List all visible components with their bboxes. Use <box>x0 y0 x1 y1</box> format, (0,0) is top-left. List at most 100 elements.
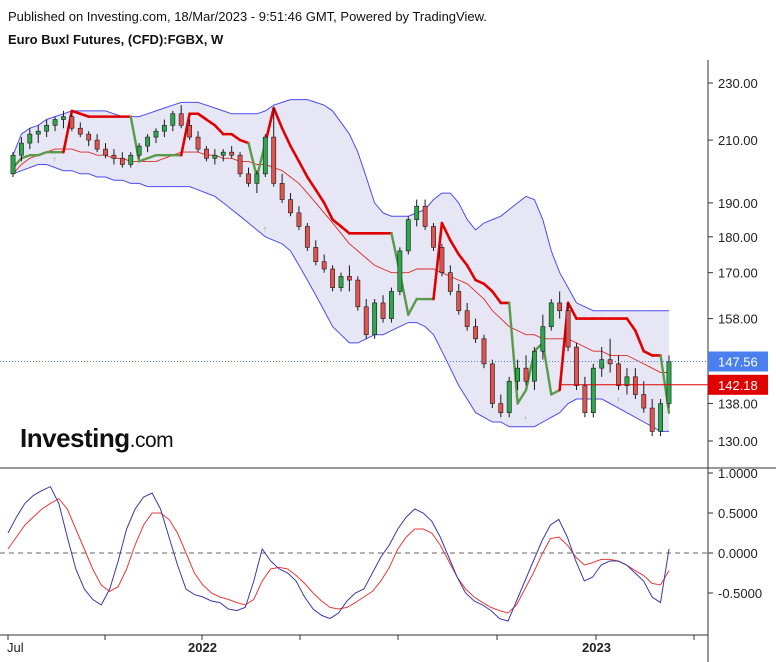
stop-line-segment <box>331 218 343 228</box>
chart-title: Euro Buxl Futures, (CFD):FGBX, W <box>8 32 224 47</box>
osc-tick-label: -0.5000 <box>718 586 762 601</box>
candle-body <box>641 394 647 409</box>
candle-body <box>607 359 613 365</box>
candle-body <box>10 154 16 175</box>
stop-line-segment <box>516 388 528 405</box>
stop-line-segment <box>407 297 418 316</box>
stop-line-segment <box>37 150 48 157</box>
candle-body <box>145 136 150 147</box>
stop-line-segment <box>314 188 326 205</box>
candle-body <box>422 205 428 227</box>
candle-body <box>35 130 41 135</box>
time-tick-label: 2022 <box>188 640 217 655</box>
price-tick-label: 138.00 <box>718 397 758 412</box>
candle-body <box>220 151 226 156</box>
stop-line-segment <box>482 282 494 293</box>
candle-body <box>532 350 537 382</box>
candle-body <box>296 212 302 227</box>
candle-body <box>187 125 193 138</box>
candle-body <box>481 338 487 365</box>
stop-line-segment <box>508 301 519 405</box>
stop-line-segment <box>642 349 654 357</box>
osc-tick-label: 0.5000 <box>718 506 758 521</box>
candle-body <box>330 268 335 288</box>
stop-line-segment <box>70 109 82 116</box>
candle-body <box>380 302 386 319</box>
price-tick-label: 180.00 <box>718 230 758 245</box>
osc-signal-line <box>7 497 670 614</box>
candle-body <box>321 261 327 270</box>
stop-line-segment <box>289 144 301 163</box>
stop-line-segment <box>272 106 284 130</box>
candle-body <box>548 302 554 327</box>
stop-marker: ↑ <box>406 312 410 319</box>
candle-body <box>355 279 361 308</box>
stop-line-segment <box>550 388 561 396</box>
candle-body <box>624 376 630 386</box>
last-price-tag <box>708 351 768 372</box>
stop-line-segment <box>137 157 149 163</box>
candle-body <box>658 403 663 432</box>
candle-body <box>304 226 310 248</box>
last-price-label: 147.56 <box>718 354 758 369</box>
candle-body <box>119 157 125 165</box>
candles <box>10 105 672 437</box>
stop-line-segment <box>432 221 444 301</box>
stop-line-segment <box>306 175 318 192</box>
stop-line-segment <box>196 112 208 121</box>
osc-main-line <box>7 485 670 622</box>
price-tags: 147.56 142.18 <box>0 351 768 395</box>
stop-marker: ↑ <box>617 397 621 404</box>
candle-body <box>616 363 621 386</box>
stop-line-segment <box>230 132 242 142</box>
stop-marker: ↑ <box>53 157 57 164</box>
candle-body <box>161 125 167 132</box>
candle-body <box>52 119 58 126</box>
candle-body <box>489 363 495 404</box>
candle-body <box>372 302 378 335</box>
stop-line-segment <box>566 301 578 320</box>
stop-line-segment <box>247 141 259 179</box>
candle-body <box>195 136 201 150</box>
time-tick-label: Jul <box>7 640 24 655</box>
candle-body <box>111 154 117 159</box>
investing-logo: Investing.com <box>20 423 174 453</box>
candle-body <box>86 133 92 141</box>
candle-body <box>506 380 512 413</box>
stop-line-segment <box>78 112 90 118</box>
candle-body <box>599 359 605 369</box>
stop-line-segment <box>457 253 469 267</box>
stop-line-segment <box>20 154 32 160</box>
band-fill <box>13 99 669 432</box>
candle-body <box>229 151 235 156</box>
candle-body <box>666 361 672 404</box>
stop-line-segment <box>297 160 309 179</box>
candle-body <box>212 154 218 159</box>
published-caption: Published on Investing.com, 18/Mar/2023 … <box>8 9 487 24</box>
candle-body <box>574 346 579 386</box>
candle-body <box>439 247 445 273</box>
candle-body <box>557 302 563 312</box>
osc-tick-label: 1.0000 <box>718 466 758 481</box>
price-tick-label: 190.00 <box>718 196 758 211</box>
candle-body <box>523 367 529 382</box>
candle-body <box>347 276 352 281</box>
candle-body <box>262 136 268 175</box>
candle-body <box>540 326 546 352</box>
candle-body <box>94 139 100 150</box>
stop-line-segment <box>449 239 461 256</box>
candle-body <box>582 385 588 413</box>
candle-body <box>431 226 436 248</box>
candle-body <box>77 127 83 135</box>
candle-body <box>338 276 344 288</box>
stop-line-segment <box>625 317 637 332</box>
stop-line-segment <box>146 154 158 160</box>
stop-marker: ↑ <box>524 416 528 423</box>
candle-body <box>27 133 33 144</box>
stop-line-segment <box>213 124 225 136</box>
stop-line-segment <box>440 221 452 242</box>
stop-line-segment <box>322 201 334 221</box>
stop-line-segment <box>474 278 486 286</box>
candle-body <box>254 173 260 184</box>
